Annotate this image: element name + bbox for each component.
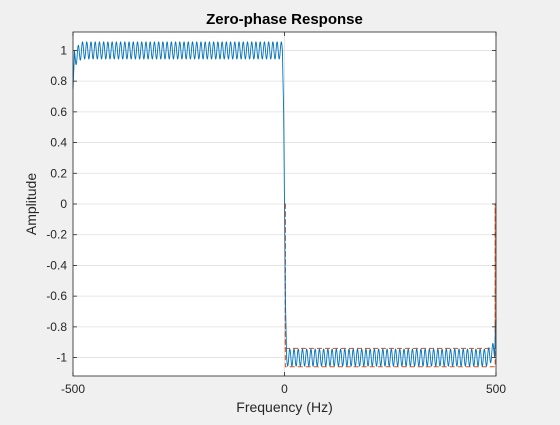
- chart-title: Zero-phase Response: [206, 11, 363, 28]
- y-tick-label: 0.4: [50, 136, 67, 150]
- y-tick-label: -0.4: [46, 258, 67, 272]
- x-axis-label: Frequency (Hz): [236, 399, 332, 415]
- x-tick-label: 0: [281, 382, 288, 396]
- y-tick-label: 0.6: [50, 105, 67, 119]
- y-tick-label: -0.6: [46, 289, 67, 303]
- y-tick-label: -0.8: [46, 320, 67, 334]
- y-tick-label: 1: [60, 43, 67, 57]
- y-tick-label: -0.2: [46, 228, 67, 242]
- response-line: [72, 41, 497, 367]
- y-tick-label: 0: [60, 197, 67, 211]
- y-axis-label: Amplitude: [23, 173, 39, 235]
- tick-layer: 1 0.8 0.6 0.4 0.2 0 -0.2 -0.4 -0.6 -0.8 -1 -500 0 500: [46, 32, 506, 396]
- y-tick-label: 0.8: [50, 74, 67, 88]
- x-tick-label: 500: [486, 382, 506, 396]
- y-tick-label: -1: [56, 351, 67, 365]
- y-tick-label: 0.2: [50, 166, 67, 180]
- x-tick-label: -500: [61, 382, 85, 396]
